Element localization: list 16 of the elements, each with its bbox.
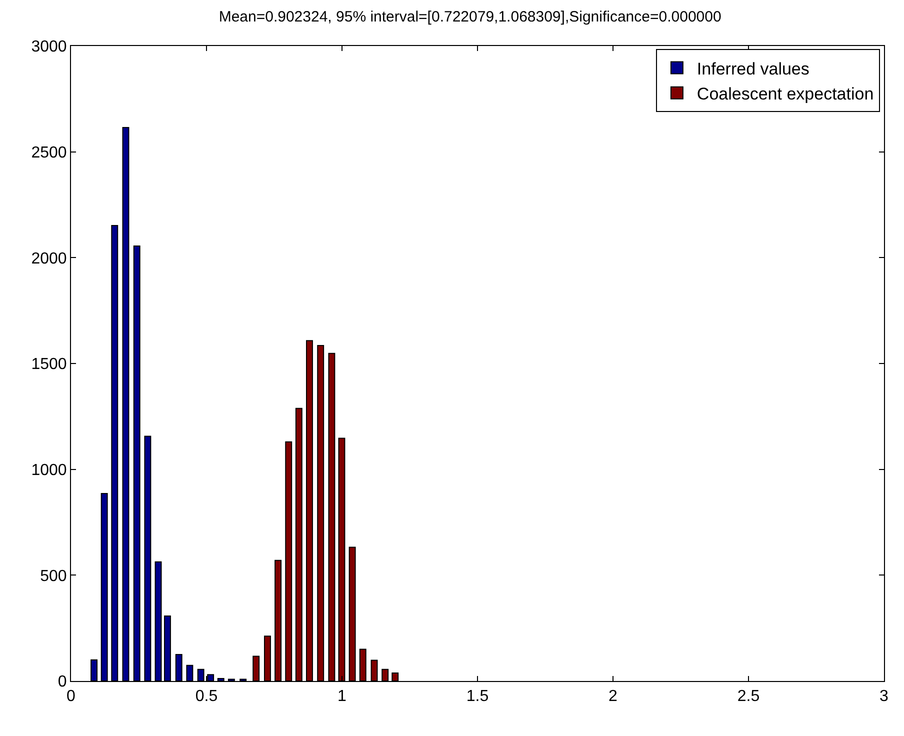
y-tick-label: 2500 [31,144,67,162]
y-tick-label: 2000 [31,250,67,268]
y-tick-label: 1000 [31,462,67,479]
y-tick-label: 500 [40,568,67,585]
chart-title: Mean=0.902324, 95% interval=[0.722079,1.068309],Significance=0.000000 [218,8,722,26]
x-tick-label: 2.5 [737,688,760,706]
x-tick-label: 1.5 [466,688,489,706]
x-tick-label: 1 [338,688,347,706]
y-tick-label: 1500 [31,356,67,374]
y-tick-label: 0 [58,674,67,691]
x-tick-label: 2 [608,688,618,706]
x-tick-label: 0.5 [195,688,218,706]
legend-label: Coalescent expectation [696,84,874,104]
x-tick-label: 3 [880,688,889,706]
y-tick-label: 3000 [31,38,67,56]
legend-label: Inferred values [696,59,810,78]
